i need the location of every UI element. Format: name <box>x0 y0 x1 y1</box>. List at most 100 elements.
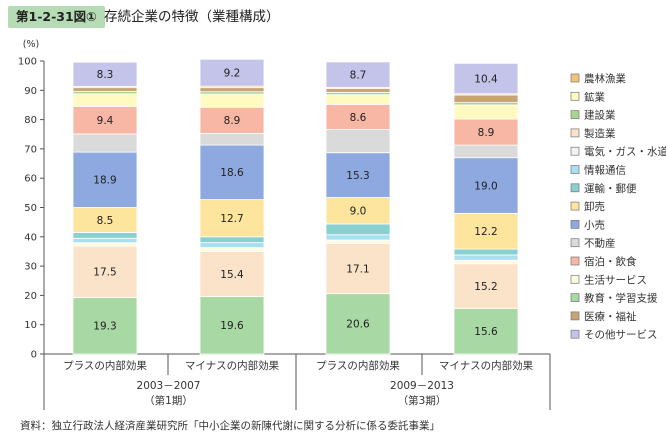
y-tick-label: 100 <box>18 57 37 68</box>
bar-segment <box>72 232 138 239</box>
data-label: 10.4 <box>474 73 498 85</box>
bar-segment <box>453 254 519 261</box>
data-label: 18.6 <box>220 167 244 179</box>
bar-segment <box>199 144 265 200</box>
data-labels: 19.3 17.5 8.5 18.9 9.4 8.3 19.6 15.4 12.7 18.6 8.9… <box>93 68 498 338</box>
data-label: 12.7 <box>220 213 243 225</box>
y-tick-label: 80 <box>24 115 37 126</box>
y-tick-label: 60 <box>24 174 37 185</box>
legend-label: 卸売 <box>584 200 605 213</box>
legend-swatch <box>570 201 580 211</box>
source-note: 資料：独立行政法人経済産業研究所「中小企業の新陳代謝に関する分析に係る委託事業」 <box>20 420 440 432</box>
bar-segment <box>325 239 391 244</box>
legend-swatch <box>570 293 580 302</box>
x-axis-labels: プラスの内部効果 マイナスの内部効果 プラスの内部効果 マイナスの内部効果 2003－2… <box>43 354 551 410</box>
bar-segment <box>325 234 391 241</box>
y-tick-label: 20 <box>24 291 37 302</box>
x-group-label: 2009－2013 <box>390 380 454 392</box>
data-label: 17.5 <box>93 267 116 279</box>
legend-label: 農林漁業 <box>584 72 626 85</box>
legend-label: 医療・福祉 <box>584 310 637 323</box>
data-label: 15.2 <box>474 281 497 293</box>
legend-label: 教育・学習支援 <box>584 292 658 305</box>
bar-segment <box>325 223 391 236</box>
bar-segment <box>199 58 265 87</box>
data-label: 8.3 <box>97 69 114 81</box>
data-label: 8.6 <box>350 112 367 124</box>
legend-label: 運輸・郵便 <box>584 182 637 195</box>
bar-segments <box>72 58 519 355</box>
bar-segment <box>453 157 519 214</box>
bar-segment <box>453 212 519 250</box>
bar-segment <box>72 106 138 135</box>
data-label: 12.2 <box>474 226 497 238</box>
bar-segment <box>453 263 519 309</box>
figure-title: 存続企業の特徴（業種構成） <box>104 9 280 25</box>
data-label: 8.5 <box>97 215 114 227</box>
data-label: 15.4 <box>220 269 244 281</box>
bar-segment <box>453 248 519 256</box>
legend-label: その他サービス <box>584 328 658 341</box>
x-category-label: プラスの内部効果 <box>316 359 400 372</box>
bar-segment <box>453 104 519 120</box>
bar-segment <box>325 243 391 295</box>
y-tick-label: 0 <box>31 350 37 361</box>
x-category-label: プラスの内部効果 <box>63 359 147 372</box>
bar-segment <box>199 247 265 252</box>
bar-segment <box>72 151 138 208</box>
legend-swatch <box>570 329 580 339</box>
bar-segment <box>325 61 391 88</box>
bar-segment <box>325 94 391 105</box>
bar-segment <box>199 242 265 249</box>
bar-segment <box>199 236 265 244</box>
bar-segment <box>72 61 138 87</box>
bar-segment <box>72 242 138 247</box>
data-label: 9.0 <box>350 206 367 218</box>
y-tick-label: 10 <box>24 320 37 331</box>
legend-swatch <box>570 128 580 138</box>
legend-label: 小売 <box>584 218 605 231</box>
data-label: 9.4 <box>97 115 114 127</box>
legend-swatch <box>570 110 580 119</box>
bar-segment <box>199 199 265 238</box>
y-tick-label: 40 <box>24 232 37 243</box>
legend-swatch <box>570 73 580 83</box>
bar-segment <box>453 94 519 104</box>
legend-swatch <box>570 183 580 193</box>
legend-swatch <box>570 256 580 266</box>
data-label: 20.6 <box>346 319 370 331</box>
data-label: 8.9 <box>478 127 495 139</box>
legend-label: 宿泊・飲食 <box>584 255 637 268</box>
legend-label: 生活サービス <box>584 273 647 286</box>
bar-segment <box>199 106 265 134</box>
bar-segment <box>453 118 519 146</box>
bar-segment <box>325 129 391 154</box>
legend-label: 建設業 <box>584 109 616 122</box>
legend-label: 製造業 <box>584 127 616 140</box>
bar-segment <box>72 297 138 355</box>
legend-swatch <box>570 146 580 156</box>
legend-label: 鉱業 <box>584 90 605 103</box>
bar-segment <box>72 133 138 153</box>
data-label: 8.9 <box>224 115 241 127</box>
legend-swatch <box>570 91 580 101</box>
legend-swatch <box>570 220 580 229</box>
bar-segment <box>453 144 519 159</box>
bar-segment <box>199 251 265 297</box>
bar-segment <box>325 88 391 93</box>
bar-segment <box>199 93 265 108</box>
data-label: 19.3 <box>93 321 116 333</box>
bar-segment <box>199 132 265 146</box>
data-label: 18.9 <box>93 175 116 187</box>
legend-swatch <box>570 274 580 284</box>
x-category-label: マイナスの内部効果 <box>185 359 280 372</box>
y-tick-label: 70 <box>24 144 37 155</box>
y-axis-unit-label: (%) <box>23 39 39 50</box>
bar-segment <box>72 93 138 107</box>
bar-segment <box>199 296 265 355</box>
x-group-label: 2003－2007 <box>137 380 201 392</box>
bar-segment <box>453 259 519 265</box>
legend-swatch <box>570 311 580 321</box>
y-tick-label: 50 <box>24 203 37 214</box>
